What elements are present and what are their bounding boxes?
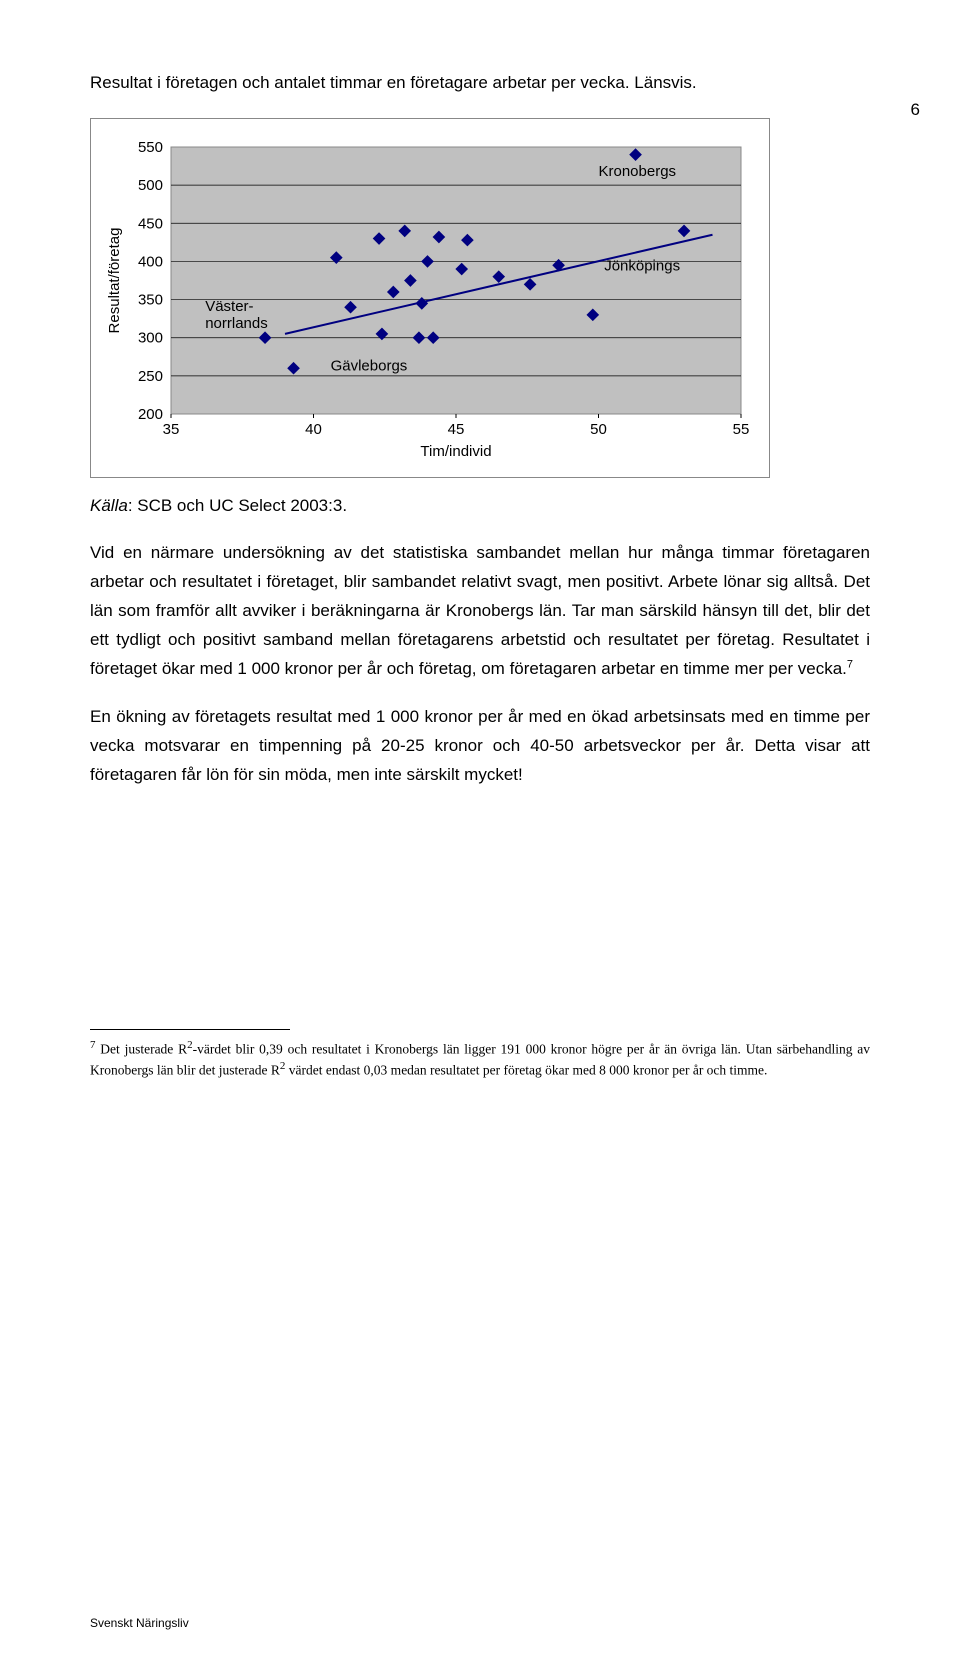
svg-text:45: 45 [448,421,465,438]
svg-text:500: 500 [138,177,163,194]
chart-title: Resultat i företagen och antalet timmar … [90,70,870,96]
paragraph-2: En ökning av företagets resultat med 1 0… [90,702,870,790]
footnote-7: 7 Det justerade R2-värdet blir 0,39 och … [90,1038,870,1079]
paragraph-1-text: Vid en närmare undersökning av det stati… [90,543,870,679]
svg-text:Tim/individ: Tim/individ [420,443,491,460]
svg-text:Resultat/företag: Resultat/företag [106,227,123,333]
page-number: 6 [911,100,920,120]
svg-text:250: 250 [138,367,163,384]
svg-text:400: 400 [138,253,163,270]
source-rest: : SCB och UC Select 2003:3. [128,496,347,515]
paragraph-1: Vid en närmare undersökning av det stati… [90,538,870,684]
footer-text: Svenskt Näringsliv [90,1616,189,1630]
scatter-chart: 200 250 300 350 400 450 500 550 35 40 45 50 55 Tim/in… [101,141,761,469]
svg-text:550: 550 [138,141,163,156]
source-prefix: Källa [90,496,128,515]
svg-text:Gävleborgs: Gävleborgs [331,357,408,374]
svg-text:350: 350 [138,291,163,308]
footnote-part3: värdet endast 0,03 medan resultatet per … [285,1063,767,1078]
svg-text:norrlands: norrlands [205,315,268,332]
svg-text:40: 40 [305,421,322,438]
source-line: Källa: SCB och UC Select 2003:3. [90,496,870,516]
footnote-separator [90,1029,290,1030]
chart-frame: 200 250 300 350 400 450 500 550 35 40 45 50 55 Tim/in… [90,118,770,478]
svg-text:Jönköpings: Jönköpings [604,257,680,274]
footnote-ref-7: 7 [847,659,853,671]
svg-text:450: 450 [138,215,163,232]
svg-text:Kronobergs: Kronobergs [599,162,677,179]
footnote-part1: Det justerade R [96,1042,188,1057]
svg-text:Väster-: Väster- [205,298,253,315]
svg-text:55: 55 [733,421,750,438]
svg-text:35: 35 [163,421,180,438]
svg-text:200: 200 [138,406,163,423]
svg-text:300: 300 [138,329,163,346]
svg-text:50: 50 [590,421,607,438]
